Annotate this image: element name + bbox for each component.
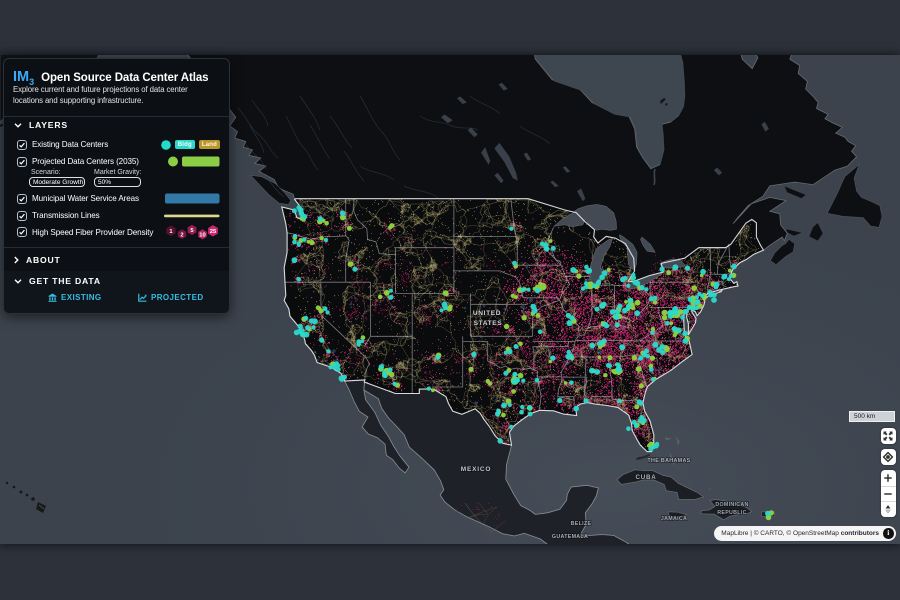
svg-text:1: 1 xyxy=(169,229,173,235)
svg-text:JAMAICA: JAMAICA xyxy=(661,516,687,522)
svg-text:2: 2 xyxy=(180,232,183,238)
svg-text:10: 10 xyxy=(199,232,205,238)
svg-text:STATES: STATES xyxy=(474,320,503,327)
svg-text:CUBA: CUBA xyxy=(635,474,656,481)
svg-text:BELIZE: BELIZE xyxy=(571,521,592,527)
svg-text:THE BAHAMAS: THE BAHAMAS xyxy=(647,458,690,464)
svg-text:DOMINICAN: DOMINICAN xyxy=(715,502,748,508)
svg-text:GUATEMALA: GUATEMALA xyxy=(552,534,588,540)
svg-text:UNITED: UNITED xyxy=(473,310,501,317)
svg-text:25: 25 xyxy=(210,229,217,235)
svg-text:MEXICO: MEXICO xyxy=(461,466,491,473)
svg-text:5: 5 xyxy=(190,228,194,234)
svg-text:REPUBLIC: REPUBLIC xyxy=(717,510,746,516)
